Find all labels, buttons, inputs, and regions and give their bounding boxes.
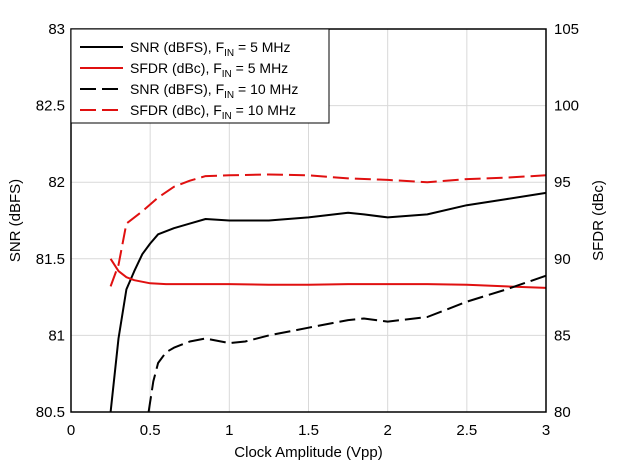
legend-label-4: SFDR (dBc), FIN = 10 MHz (130, 102, 296, 122)
x-tick-label: 0 (67, 422, 75, 439)
y-right-tick-label: 80 (554, 404, 571, 421)
legend-label-1: SNR (dBFS), FIN = 5 MHz (130, 39, 291, 59)
y-right-tick-label: 105 (554, 21, 579, 38)
x-tick-label: 3 (542, 422, 550, 439)
legend-box (70, 28, 330, 124)
y-right-tick-label: 100 (554, 98, 579, 115)
y-left-tick-label: 83 (48, 21, 65, 38)
series-line-4 (109, 173, 547, 287)
x-tick-label: 1 (225, 422, 233, 439)
x-tick-label: 2 (383, 422, 391, 439)
series-line-3 (147, 274, 547, 413)
x-axis-label: Clock Amplitude (Vpp) (234, 444, 382, 461)
tick-layer: 0 0.5 1 1.5 2 2.5 3 80.5 81 81.5 82 82.5 83 80 85 90 95 1… (36, 21, 579, 439)
y-left-tick-label: 80.5 (36, 404, 65, 421)
series-line-2 (109, 258, 547, 289)
x-tick-label: 0.5 (140, 422, 161, 439)
y-axis-left-label: SNR (dBFS) (7, 179, 24, 262)
y-left-tick-label: 82 (48, 174, 65, 191)
x-tick-label: 2.5 (456, 422, 477, 439)
y-axis-right-label: SFDR (dBc) (590, 180, 607, 261)
y-right-tick-label: 85 (554, 327, 571, 344)
legend-label-3: SNR (dBFS), FIN = 10 MHz (130, 81, 298, 101)
y-left-tick-label: 81.5 (36, 251, 65, 268)
y-left-tick-label: 81 (48, 327, 65, 344)
series-layer (109, 173, 547, 413)
y-right-tick-label: 90 (554, 251, 571, 268)
series-line-1 (109, 191, 547, 413)
y-right-tick-label: 95 (554, 174, 571, 191)
y-left-tick-label: 82.5 (36, 98, 65, 115)
legend-label-2: SFDR (dBc), FIN = 5 MHz (130, 60, 288, 80)
x-tick-label: 1.5 (298, 422, 319, 439)
